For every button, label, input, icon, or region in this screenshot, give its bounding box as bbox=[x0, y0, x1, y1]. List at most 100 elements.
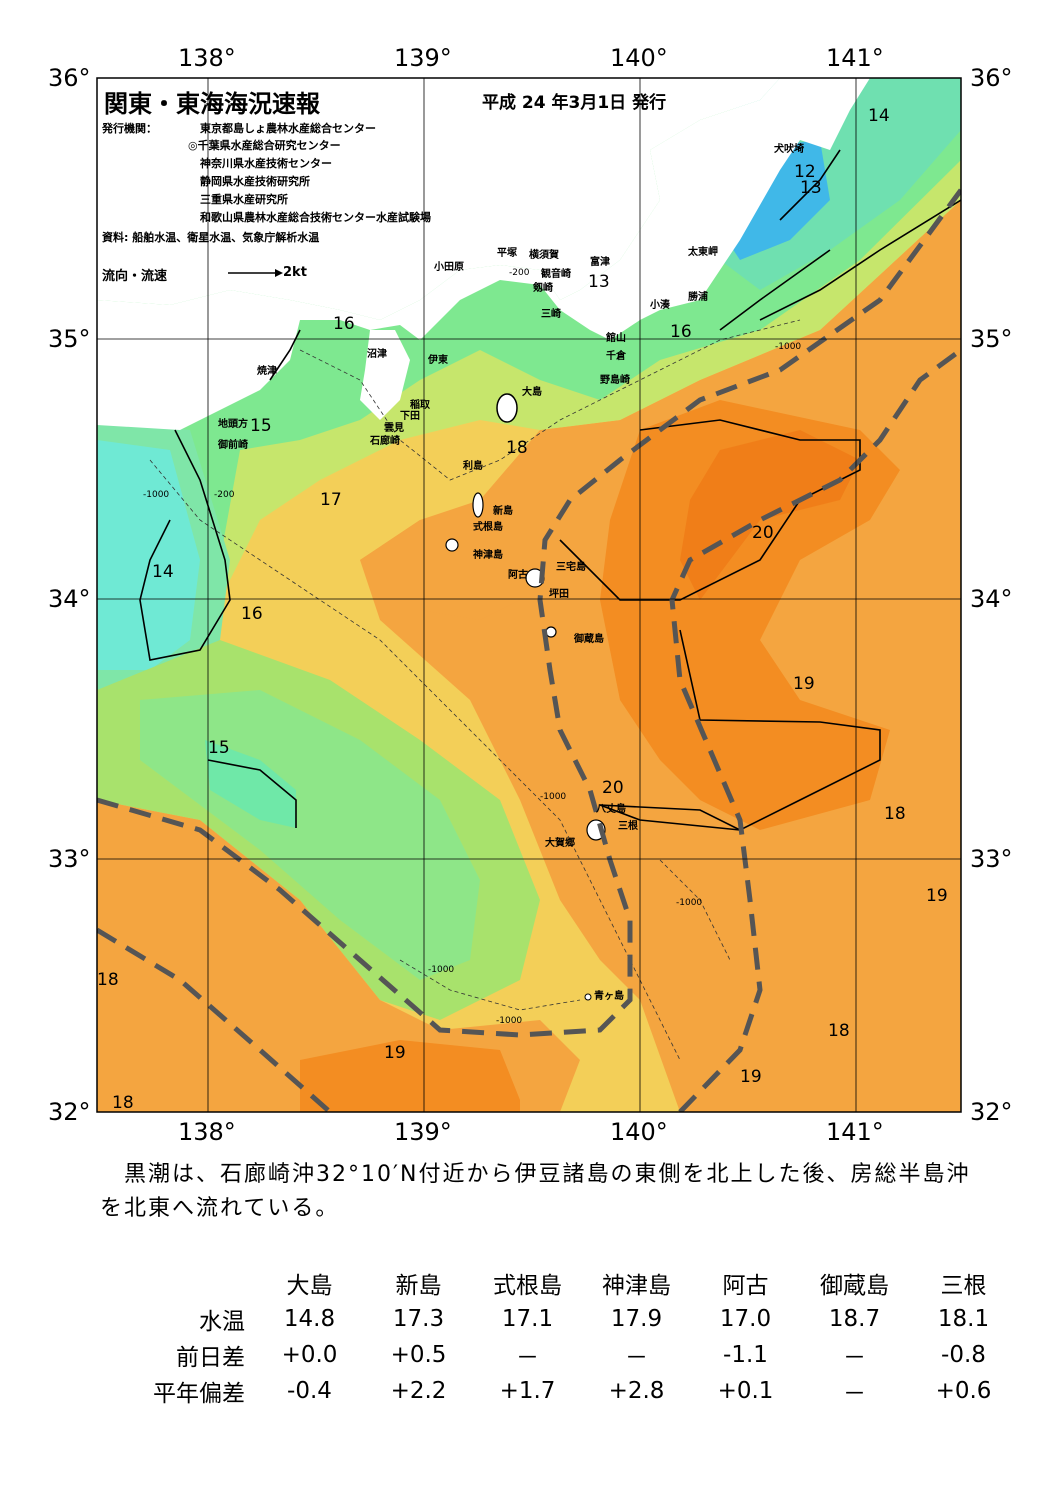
issue-date: 平成 24 年3月1日 発行 bbox=[482, 93, 667, 113]
oshima-island bbox=[496, 393, 518, 423]
place-label: 地頭方 bbox=[218, 419, 248, 430]
agency-item: 静岡県水産技術研究所 bbox=[200, 175, 310, 188]
place-label: 野島崎 bbox=[600, 375, 630, 386]
agency-item: 和歌山県農林水産総合技術センター水産試験場 bbox=[200, 211, 431, 224]
map-svg bbox=[96, 77, 962, 1113]
column-header: 大島 bbox=[286, 1273, 333, 1299]
table-header-row: 大島 新島 式根島 神津島 阿古 御蔵島 三根 bbox=[110, 1265, 1018, 1301]
isotherm-label: 19 bbox=[926, 886, 948, 906]
isotherm-label: 18 bbox=[506, 438, 528, 458]
depth-contours bbox=[149, 319, 801, 1061]
lon-label-top-140: 140° bbox=[610, 44, 668, 72]
depth-label: -1000 bbox=[496, 1016, 523, 1026]
table-cell: +0.5 bbox=[390, 1342, 447, 1368]
isotherm-label: 13 bbox=[800, 178, 822, 198]
place-label: 犬吠埼 bbox=[774, 144, 804, 155]
lon-label-top-141: 141° bbox=[826, 44, 884, 72]
lat-label-left-32: 32° bbox=[48, 1098, 91, 1126]
lon-label-bottom-139: 139° bbox=[394, 1118, 452, 1146]
row-label: 前日差 bbox=[176, 1345, 245, 1371]
agency-item: 東京都島しょ農林水産総合センター bbox=[200, 122, 376, 135]
place-label: 式根島 bbox=[473, 522, 503, 533]
place-label: 小田原 bbox=[434, 262, 464, 273]
sea-temperature-map: 138° 139° 140° 141° 138° 139° 140° 141° … bbox=[48, 44, 1013, 1146]
place-label: 館山 bbox=[606, 333, 626, 344]
table-cell: +2.8 bbox=[608, 1378, 665, 1404]
map-title: 関東・東海海況速報 bbox=[104, 90, 320, 118]
kuroshio-summary: 黒潮は、石廊崎沖32°10′N付近から伊豆諸島の東側を北上した後、房総半島沖を北… bbox=[100, 1162, 971, 1221]
lat-label-right-32: 32° bbox=[970, 1098, 1013, 1126]
isotherm-label: 14 bbox=[152, 562, 174, 582]
place-label: 太東岬 bbox=[688, 247, 718, 258]
place-label: 焼津 bbox=[257, 366, 277, 377]
isotherm-label: 18 bbox=[112, 1093, 134, 1113]
table-cell: 18.7 bbox=[828, 1306, 881, 1332]
isotherm-label: 17 bbox=[320, 490, 342, 510]
table-cell: -0.8 bbox=[941, 1342, 986, 1368]
table-cell: +1.7 bbox=[499, 1378, 556, 1404]
agency-item: 神奈川県水産技術センター bbox=[200, 157, 332, 170]
row-label: 平年偏差 bbox=[153, 1381, 245, 1407]
depth-label: -1000 bbox=[428, 965, 455, 975]
isotherm-label: 16 bbox=[241, 604, 263, 624]
table-cell: － bbox=[843, 1381, 866, 1407]
place-label: 大島 bbox=[522, 387, 542, 398]
depth-label: -1000 bbox=[540, 792, 567, 802]
table-cell: － bbox=[516, 1345, 539, 1371]
place-label: 石廊崎 bbox=[370, 436, 400, 447]
place-label: 三崎 bbox=[541, 309, 561, 320]
lon-label-bottom-140: 140° bbox=[610, 1118, 668, 1146]
place-label: 小湊 bbox=[650, 300, 670, 311]
place-label: 下田 bbox=[400, 411, 420, 422]
place-label: 勝浦 bbox=[688, 292, 708, 303]
place-label: 稲取 bbox=[410, 400, 430, 411]
table-cell: 17.9 bbox=[610, 1306, 663, 1332]
flow-legend-label: 流向・流速 bbox=[102, 269, 168, 284]
place-label: 伊東 bbox=[428, 355, 448, 366]
column-header: 神津島 bbox=[602, 1273, 671, 1299]
column-header: 阿古 bbox=[722, 1273, 769, 1299]
lon-label-bottom-138: 138° bbox=[178, 1118, 236, 1146]
column-header: 式根島 bbox=[493, 1273, 562, 1299]
graticule bbox=[97, 78, 961, 1112]
place-label: 三根 bbox=[618, 821, 638, 832]
isotherm-label: 19 bbox=[793, 674, 815, 694]
lat-label-left-33: 33° bbox=[48, 845, 91, 873]
isotherm-label: 13 bbox=[588, 272, 610, 292]
lon-label-top-138: 138° bbox=[178, 44, 236, 72]
place-label: 八丈島 bbox=[596, 804, 626, 815]
isotherm-label: 12 bbox=[794, 162, 816, 182]
place-label: 横須賀 bbox=[529, 250, 559, 261]
table-cell: +0.1 bbox=[717, 1378, 774, 1404]
place-label: 神津島 bbox=[473, 550, 503, 561]
lat-label-left-34: 34° bbox=[48, 585, 91, 613]
aogashima-island bbox=[584, 993, 592, 1001]
table-cell: -1.1 bbox=[723, 1342, 768, 1368]
lat-label-right-33: 33° bbox=[970, 845, 1013, 873]
lon-label-top-139: 139° bbox=[394, 44, 452, 72]
table-cell: +2.2 bbox=[390, 1378, 447, 1404]
isotherm-label: 18 bbox=[884, 804, 906, 824]
place-label: 御前崎 bbox=[218, 440, 248, 451]
column-header: 三根 bbox=[940, 1273, 987, 1299]
table-cell: 17.0 bbox=[719, 1306, 772, 1332]
isotherm-label: 18 bbox=[97, 970, 119, 990]
place-label: 雲見 bbox=[384, 423, 404, 434]
depth-label: -1000 bbox=[143, 490, 170, 500]
lat-label-right-36: 36° bbox=[970, 64, 1013, 92]
niijima-island bbox=[472, 492, 484, 518]
column-header: 御蔵島 bbox=[820, 1273, 889, 1299]
temperature-field bbox=[97, 78, 961, 1112]
place-label: 御蔵島 bbox=[574, 634, 604, 645]
isotherm-label: 16 bbox=[670, 322, 692, 342]
isotherm-lines bbox=[139, 149, 961, 831]
column-header: 新島 bbox=[395, 1273, 442, 1299]
table-cell: 17.3 bbox=[392, 1306, 445, 1332]
place-label: 三宅島 bbox=[556, 562, 586, 573]
lat-label-right-35: 35° bbox=[970, 325, 1013, 353]
isotherm-label: 20 bbox=[752, 523, 774, 543]
table-row: 平年偏差 -0.4 +2.2 +1.7 +2.8 +0.1 － +0.6 bbox=[110, 1373, 1018, 1409]
isotherm-label: 19 bbox=[740, 1067, 762, 1087]
isotherm-label: 14 bbox=[868, 106, 890, 126]
water-temperature-table: 大島 新島 式根島 神津島 阿古 御蔵島 三根 水温 14.8 17.3 17.… bbox=[110, 1265, 1018, 1409]
